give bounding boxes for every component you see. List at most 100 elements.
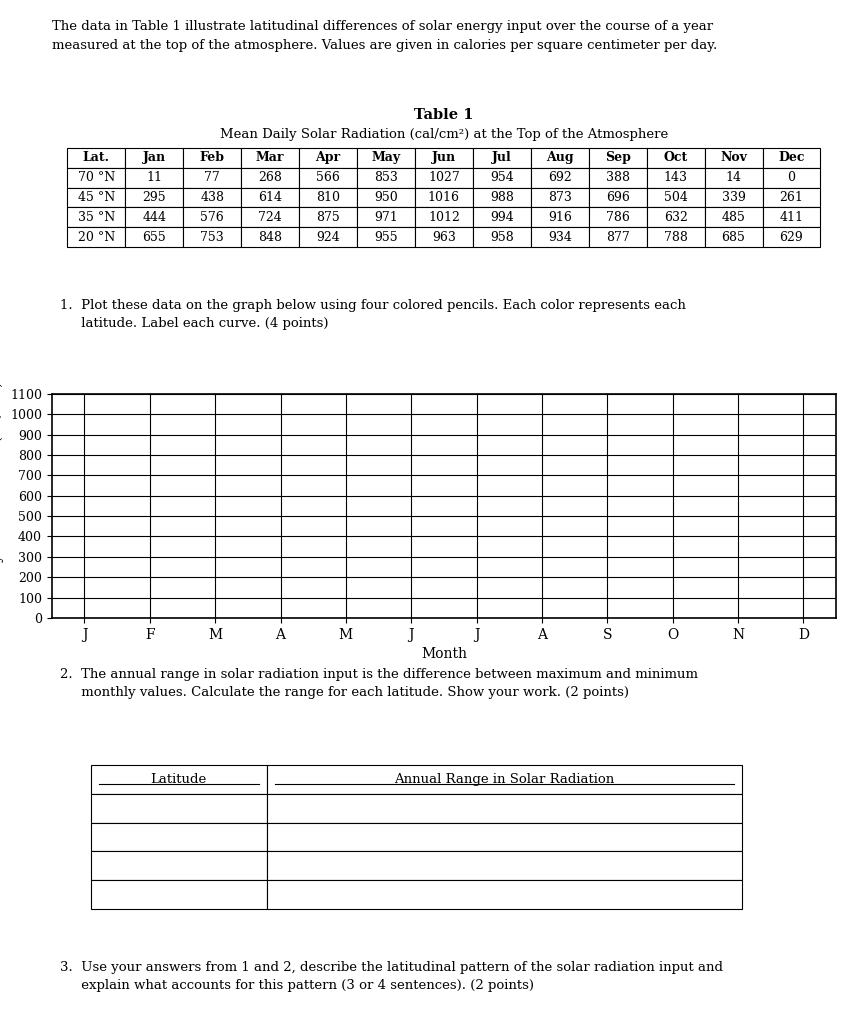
Text: Jun: Jun — [431, 152, 455, 164]
Text: 388: 388 — [605, 171, 629, 184]
Text: 45 °N: 45 °N — [77, 190, 115, 204]
Bar — [646, 168, 703, 187]
Bar — [241, 208, 299, 227]
Text: 2.  The annual range in solar radiation input is the difference between maximum : 2. The annual range in solar radiation i… — [59, 668, 697, 698]
Bar — [266, 794, 741, 822]
Bar — [266, 851, 741, 880]
Text: 70 °N: 70 °N — [77, 171, 115, 184]
Bar — [356, 168, 414, 187]
Text: 963: 963 — [431, 230, 455, 244]
Text: 268: 268 — [258, 171, 282, 184]
Bar — [125, 187, 183, 208]
Text: 444: 444 — [142, 211, 166, 224]
Text: 696: 696 — [605, 190, 629, 204]
Text: 1027: 1027 — [428, 171, 459, 184]
Text: Nov: Nov — [719, 152, 746, 164]
Bar — [473, 147, 530, 168]
Y-axis label: Mean Daily Solar Radiation (cal/cm²): Mean Daily Solar Radiation (cal/cm²) — [0, 381, 4, 631]
Bar — [183, 208, 241, 227]
Bar — [414, 187, 473, 208]
Bar — [703, 168, 762, 187]
Bar — [588, 208, 646, 227]
Text: Mean Daily Solar Radiation (cal/cm²) at the Top of the Atmosphere: Mean Daily Solar Radiation (cal/cm²) at … — [220, 128, 667, 140]
Bar — [183, 147, 241, 168]
Bar — [67, 168, 125, 187]
Bar — [414, 147, 473, 168]
Text: 77: 77 — [204, 171, 220, 184]
Bar — [183, 168, 241, 187]
Bar — [473, 187, 530, 208]
Text: 692: 692 — [548, 171, 571, 184]
Bar — [299, 187, 356, 208]
Bar — [762, 168, 820, 187]
Text: 971: 971 — [374, 211, 398, 224]
Bar — [299, 227, 356, 247]
Text: 438: 438 — [200, 190, 224, 204]
Text: 11: 11 — [146, 171, 162, 184]
Text: 934: 934 — [548, 230, 571, 244]
Text: Mar: Mar — [256, 152, 284, 164]
Text: 958: 958 — [489, 230, 513, 244]
Bar — [414, 227, 473, 247]
Text: 848: 848 — [257, 230, 282, 244]
Bar — [299, 208, 356, 227]
Text: 950: 950 — [374, 190, 398, 204]
Text: 295: 295 — [142, 190, 166, 204]
Text: Dec: Dec — [777, 152, 804, 164]
Text: Jul: Jul — [492, 152, 511, 164]
Bar — [67, 208, 125, 227]
Text: Feb: Feb — [200, 152, 225, 164]
Text: 853: 853 — [374, 171, 398, 184]
Bar — [67, 227, 125, 247]
Bar — [266, 822, 741, 851]
Bar — [299, 147, 356, 168]
Text: The data in Table 1 illustrate latitudinal differences of solar energy input ove: The data in Table 1 illustrate latitudin… — [52, 20, 716, 52]
Bar — [299, 168, 356, 187]
Text: 875: 875 — [316, 211, 339, 224]
Text: 994: 994 — [489, 211, 513, 224]
Bar — [125, 227, 183, 247]
Bar — [473, 227, 530, 247]
Text: 1.  Plot these data on the graph below using four colored pencils. Each color re: 1. Plot these data on the graph below us… — [59, 299, 684, 330]
Text: 3.  Use your answers from 1 and 2, describe the latitudinal pattern of the solar: 3. Use your answers from 1 and 2, descri… — [59, 962, 722, 992]
Bar — [125, 168, 183, 187]
Text: 753: 753 — [200, 230, 224, 244]
Bar — [703, 187, 762, 208]
Bar — [762, 147, 820, 168]
Bar — [473, 208, 530, 227]
Text: Oct: Oct — [663, 152, 687, 164]
Text: 924: 924 — [316, 230, 339, 244]
Bar — [646, 227, 703, 247]
Text: 810: 810 — [316, 190, 340, 204]
Text: 954: 954 — [489, 171, 513, 184]
Text: 916: 916 — [548, 211, 571, 224]
Bar — [91, 880, 266, 908]
Text: 614: 614 — [257, 190, 282, 204]
Bar — [356, 147, 414, 168]
Bar — [762, 187, 820, 208]
Bar — [703, 227, 762, 247]
Text: 877: 877 — [605, 230, 629, 244]
Bar — [67, 187, 125, 208]
Bar — [91, 765, 266, 794]
Bar — [183, 227, 241, 247]
Bar — [91, 851, 266, 880]
Bar — [414, 208, 473, 227]
Bar — [703, 208, 762, 227]
Bar — [530, 227, 588, 247]
Bar — [125, 208, 183, 227]
Bar — [530, 208, 588, 227]
Bar — [241, 168, 299, 187]
Bar — [356, 208, 414, 227]
Bar — [91, 822, 266, 851]
Text: 988: 988 — [489, 190, 513, 204]
Text: Table 1: Table 1 — [413, 109, 474, 123]
Text: 1012: 1012 — [428, 211, 459, 224]
Bar — [588, 227, 646, 247]
Text: 685: 685 — [721, 230, 745, 244]
Text: 724: 724 — [258, 211, 282, 224]
Text: 20 °N: 20 °N — [77, 230, 115, 244]
Bar — [356, 227, 414, 247]
Text: Jan: Jan — [143, 152, 165, 164]
Text: Latitude: Latitude — [151, 773, 207, 786]
